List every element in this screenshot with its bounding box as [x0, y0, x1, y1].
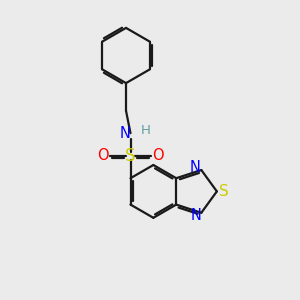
Text: O: O: [97, 148, 109, 163]
Text: O: O: [152, 148, 164, 163]
Text: H: H: [141, 124, 151, 137]
Text: S: S: [219, 184, 228, 199]
Text: N: N: [120, 126, 131, 141]
Text: N: N: [190, 208, 201, 223]
Text: S: S: [125, 147, 136, 165]
Text: N: N: [189, 160, 200, 175]
